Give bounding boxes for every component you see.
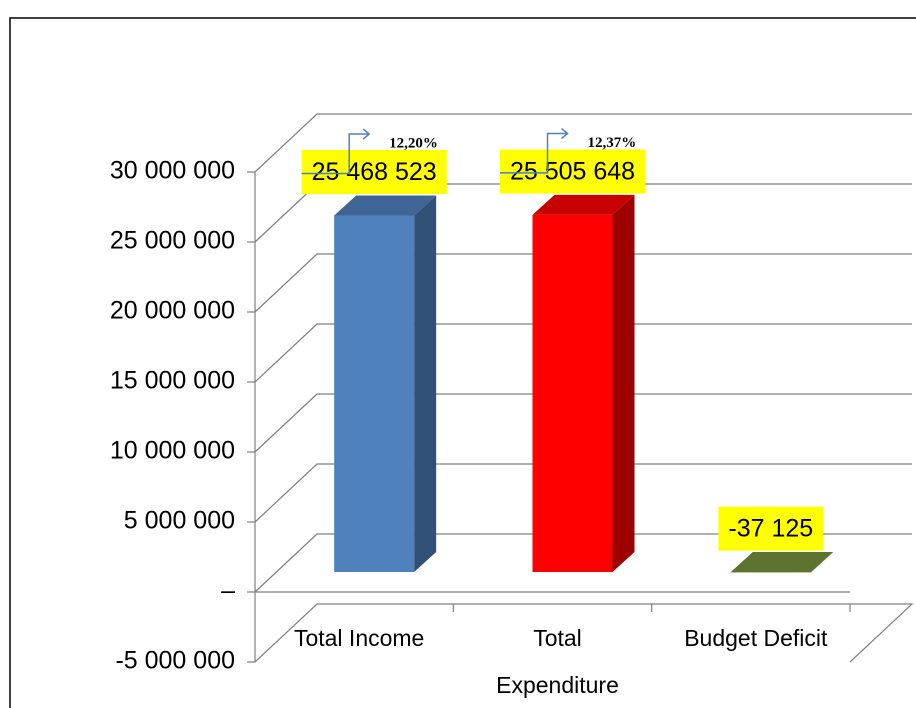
value-label: 25 468 523 [312, 158, 437, 186]
y-tick-label: 30 000 000 [110, 157, 235, 185]
value-label: 25 505 648 [510, 158, 635, 186]
bar [532, 214, 613, 572]
x-tick-label: Total Expenditure [496, 625, 619, 698]
arrow [499, 127, 569, 174]
y-tick-label: – [221, 577, 235, 605]
grid-line [254, 113, 912, 173]
value-label-box [718, 506, 824, 551]
grid-line [254, 533, 912, 593]
x-tick-label: Total Income [294, 625, 424, 651]
bar-side [612, 194, 635, 572]
arrow [301, 128, 371, 175]
y-tick-label: 5 000 000 [124, 507, 235, 535]
y-tick-label: 10 000 000 [110, 437, 235, 465]
annotation: 12,37% [588, 135, 637, 151]
grid-line [254, 393, 912, 453]
bar-side [414, 195, 437, 572]
y-tick-label: 20 000 000 [110, 297, 235, 325]
grid-line [254, 463, 912, 523]
bar [730, 572, 811, 573]
annotation: 12,20% [389, 135, 438, 151]
value-label-box [499, 149, 646, 194]
y-tick-label: -5 000 000 [115, 647, 235, 675]
frame [9, 17, 916, 708]
floor [254, 603, 914, 663]
grid-line [254, 253, 912, 313]
bar [334, 215, 415, 572]
value-label-box [301, 150, 447, 195]
y-tick-label: 15 000 000 [110, 367, 235, 395]
bar-top [532, 194, 635, 215]
y-tick-label: 25 000 000 [110, 227, 235, 255]
x-tick-label: Budget Deficit [684, 625, 828, 651]
value-label: -37 125 [728, 515, 813, 543]
bar-side [810, 552, 833, 573]
bar-top [334, 195, 437, 216]
bar-top [730, 552, 833, 572]
grid-line [254, 323, 912, 383]
